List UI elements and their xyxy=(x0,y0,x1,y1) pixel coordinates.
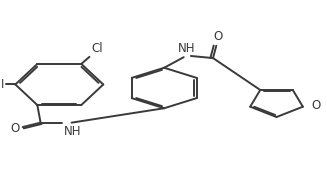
Text: O: O xyxy=(11,122,20,135)
Text: O: O xyxy=(213,30,223,43)
Text: O: O xyxy=(311,99,320,112)
Text: I: I xyxy=(1,78,4,91)
Text: NH: NH xyxy=(63,125,81,138)
Text: Cl: Cl xyxy=(91,42,103,55)
Text: NH: NH xyxy=(178,42,196,55)
